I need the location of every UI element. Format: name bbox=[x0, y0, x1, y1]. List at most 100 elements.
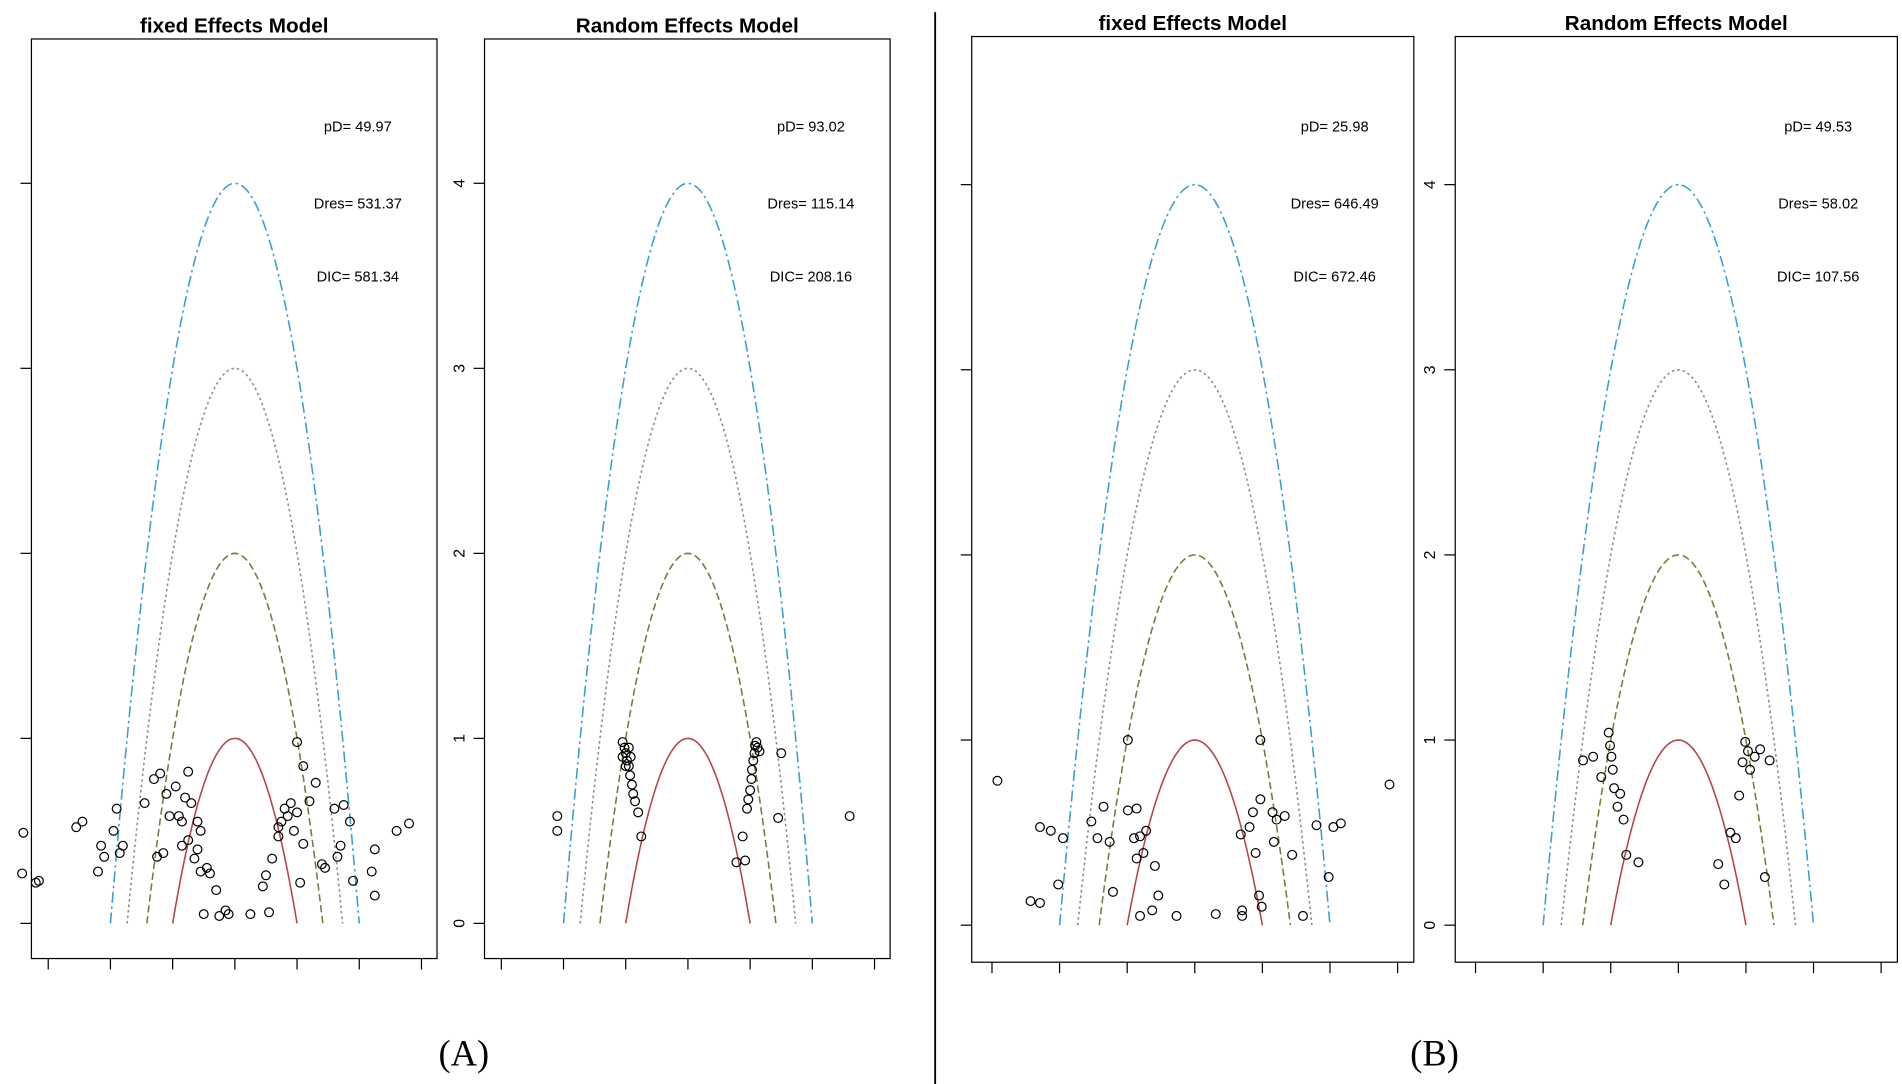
point bbox=[1719, 879, 1730, 890]
y-tick-label: 3 bbox=[1422, 365, 1439, 374]
point bbox=[623, 742, 634, 753]
point bbox=[1138, 847, 1149, 858]
point bbox=[773, 812, 784, 823]
point bbox=[552, 825, 563, 836]
y-tick-label: 1 bbox=[451, 734, 468, 743]
point bbox=[148, 774, 159, 785]
point bbox=[1287, 849, 1298, 860]
point bbox=[201, 862, 212, 873]
point bbox=[1131, 853, 1142, 864]
point bbox=[1764, 755, 1775, 766]
point bbox=[1025, 896, 1036, 907]
point bbox=[1092, 833, 1103, 844]
point bbox=[33, 875, 44, 886]
point bbox=[1323, 872, 1334, 883]
point bbox=[1034, 822, 1045, 833]
point bbox=[192, 844, 203, 855]
point bbox=[625, 770, 636, 781]
y-tick-label: 4 bbox=[1422, 180, 1439, 189]
point bbox=[1609, 783, 1620, 794]
point bbox=[1297, 910, 1308, 921]
point bbox=[180, 792, 191, 803]
point bbox=[267, 853, 278, 864]
contour-curve bbox=[146, 552, 324, 924]
panel-label: (B) bbox=[1410, 1033, 1459, 1074]
point bbox=[1737, 757, 1748, 768]
plot-frame bbox=[1454, 35, 1898, 963]
point bbox=[223, 909, 234, 920]
point bbox=[1235, 829, 1246, 840]
point bbox=[273, 822, 284, 833]
point bbox=[743, 794, 754, 805]
point bbox=[1108, 886, 1118, 897]
point bbox=[633, 807, 644, 818]
point bbox=[332, 851, 343, 862]
point bbox=[1034, 897, 1045, 908]
point bbox=[344, 816, 355, 827]
point bbox=[292, 807, 303, 818]
y-tick-label: 2 bbox=[1422, 551, 1439, 560]
point bbox=[369, 890, 380, 901]
point bbox=[628, 788, 639, 799]
point bbox=[1588, 751, 1599, 762]
point bbox=[170, 781, 181, 792]
point bbox=[99, 851, 110, 862]
point bbox=[158, 848, 169, 859]
point bbox=[1135, 831, 1146, 842]
point bbox=[1578, 755, 1589, 766]
point bbox=[298, 761, 309, 772]
point bbox=[117, 840, 128, 851]
point bbox=[195, 825, 206, 836]
point bbox=[1271, 814, 1282, 825]
point bbox=[1384, 779, 1395, 790]
annotation: Dres= 115.14 bbox=[767, 196, 854, 212]
point bbox=[1153, 890, 1164, 901]
point bbox=[155, 768, 166, 779]
annotation: DIC= 107.56 bbox=[1777, 270, 1859, 286]
point bbox=[292, 737, 303, 748]
point bbox=[844, 811, 855, 822]
point bbox=[625, 751, 636, 762]
point bbox=[1128, 833, 1139, 844]
contour-curve bbox=[1609, 739, 1747, 926]
point bbox=[111, 803, 122, 814]
plot-frame bbox=[30, 38, 438, 960]
point bbox=[285, 798, 296, 809]
point bbox=[1633, 857, 1644, 868]
point bbox=[139, 798, 150, 809]
point bbox=[108, 825, 119, 836]
point bbox=[1131, 803, 1142, 814]
chart-title: Random Effects Model bbox=[576, 14, 799, 37]
point bbox=[1740, 736, 1751, 747]
point bbox=[71, 822, 82, 833]
point bbox=[746, 774, 757, 785]
point bbox=[626, 779, 637, 790]
point bbox=[1237, 905, 1248, 916]
point bbox=[1256, 901, 1267, 912]
panel-label: (A) bbox=[438, 1033, 489, 1074]
contour-curve bbox=[624, 737, 751, 924]
point bbox=[748, 755, 759, 766]
point bbox=[366, 866, 377, 877]
chart-title: fixed Effects Model bbox=[140, 14, 329, 37]
point bbox=[1618, 814, 1629, 825]
point bbox=[186, 798, 197, 809]
point bbox=[1098, 801, 1109, 812]
point bbox=[1725, 827, 1736, 838]
point bbox=[391, 825, 402, 836]
point bbox=[1122, 805, 1133, 816]
point bbox=[204, 868, 215, 879]
point bbox=[1606, 751, 1617, 762]
point bbox=[1149, 860, 1160, 871]
y-tick-label: 4 bbox=[451, 179, 468, 188]
point bbox=[176, 840, 187, 851]
contour-curve bbox=[1126, 739, 1264, 926]
point bbox=[747, 764, 757, 775]
point bbox=[1713, 859, 1724, 870]
point bbox=[198, 909, 209, 920]
chart-title: fixed Effects Model bbox=[1099, 12, 1288, 35]
point bbox=[740, 855, 751, 866]
contour-curve bbox=[1581, 554, 1775, 926]
point bbox=[636, 831, 647, 842]
point bbox=[260, 870, 271, 881]
